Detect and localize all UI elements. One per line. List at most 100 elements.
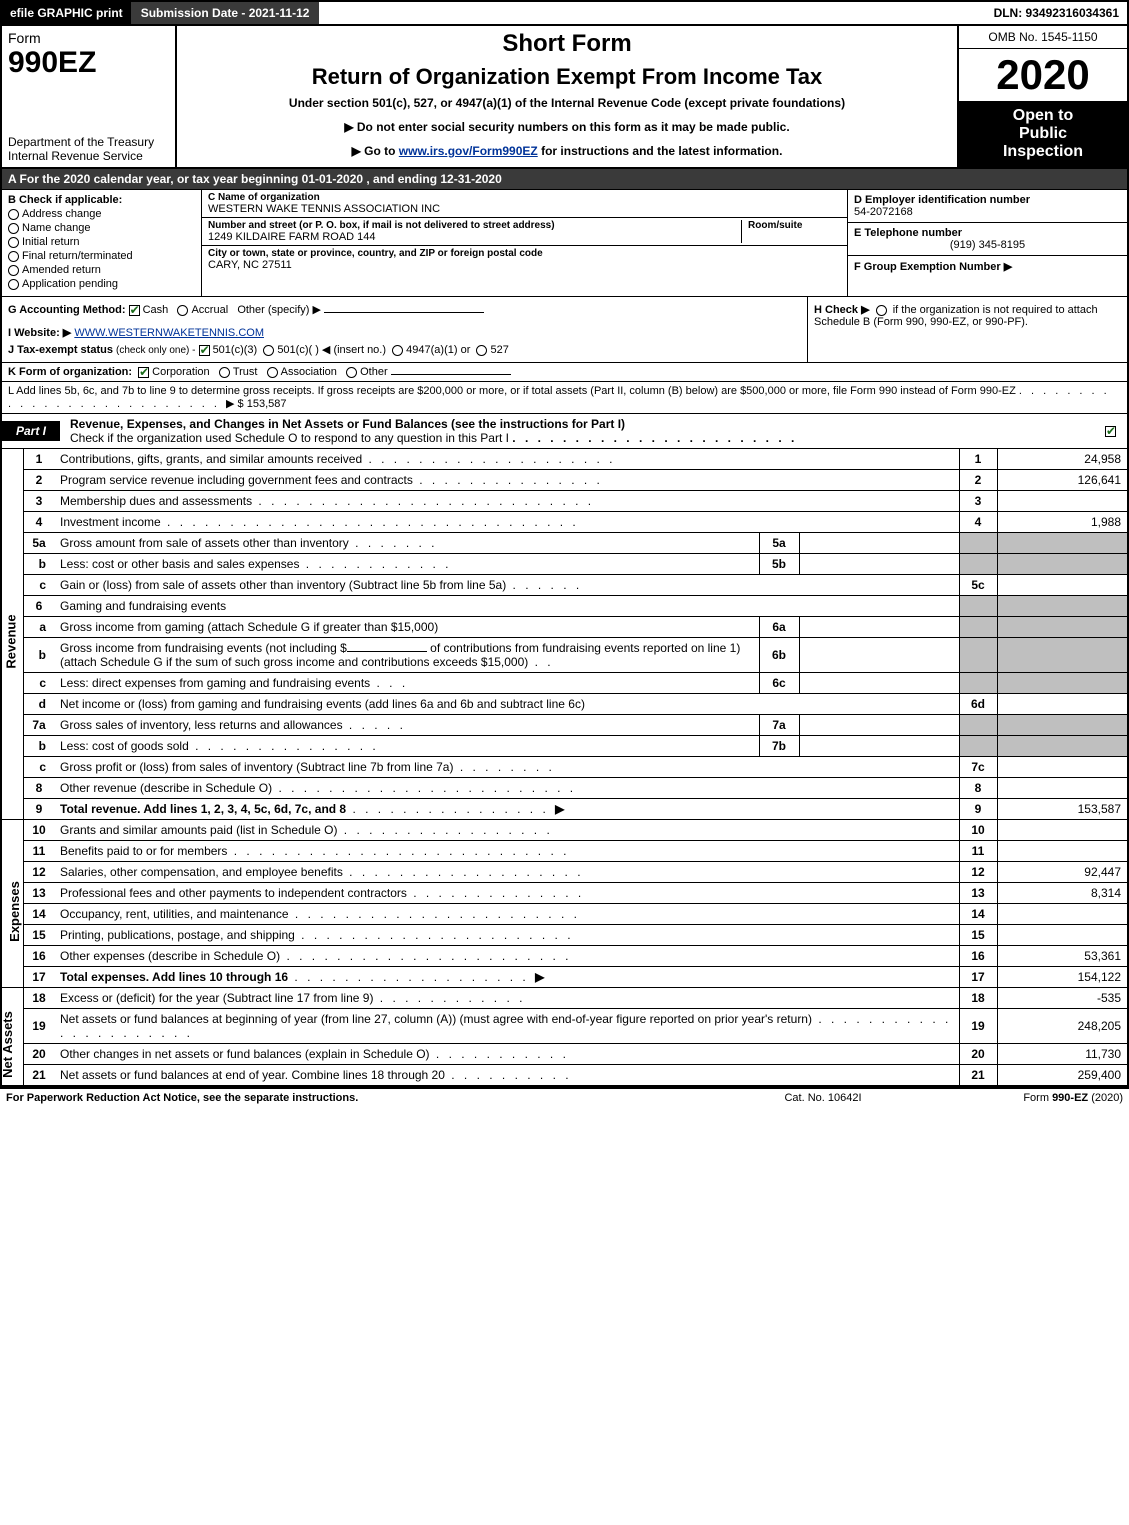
chk-name-change[interactable]: Name change bbox=[8, 222, 195, 234]
form-label: Form bbox=[8, 30, 41, 46]
org-name: WESTERN WAKE TENNIS ASSOCIATION INC bbox=[208, 203, 841, 215]
l-text: L Add lines 5b, 6c, and 7b to line 9 to … bbox=[8, 385, 1016, 397]
j-label: J Tax-exempt status bbox=[8, 344, 113, 356]
topbar-spacer bbox=[319, 2, 985, 24]
chk-accrual[interactable] bbox=[177, 305, 188, 316]
chk-cash[interactable] bbox=[129, 305, 140, 316]
dept-irs: Internal Revenue Service bbox=[8, 149, 169, 163]
line-10: 10Grants and similar amounts paid (list … bbox=[24, 820, 1127, 841]
revenue-section: Revenue 1Contributions, gifts, grants, a… bbox=[0, 449, 1129, 820]
c-name-hdr: C Name of organization bbox=[208, 192, 841, 203]
box-def: D Employer identification number 54-2072… bbox=[847, 190, 1127, 296]
k-other-blank[interactable] bbox=[391, 374, 511, 375]
form-header: Form 990EZ Department of the Treasury In… bbox=[0, 26, 1129, 169]
line-5b: bLess: cost or other basis and sales exp… bbox=[24, 554, 1127, 575]
line-6d: dNet income or (loss) from gaming and fu… bbox=[24, 694, 1127, 715]
line-13: 13Professional fees and other payments t… bbox=[24, 883, 1127, 904]
header-mid: Short Form Return of Organization Exempt… bbox=[177, 26, 957, 167]
chk-initial-return[interactable]: Initial return bbox=[8, 236, 195, 248]
submission-date: Submission Date - 2021-11-12 bbox=[131, 2, 320, 24]
irs-link[interactable]: www.irs.gov/Form990EZ bbox=[399, 144, 538, 158]
form-subtitle: Under section 501(c), 527, or 4947(a)(1)… bbox=[187, 96, 947, 110]
line-21: 21Net assets or fund balances at end of … bbox=[24, 1065, 1127, 1086]
e-phone-hdr: E Telephone number bbox=[854, 227, 1121, 239]
chk-address-change[interactable]: Address change bbox=[8, 208, 195, 220]
g-label: G Accounting Method: bbox=[8, 304, 126, 316]
website-link[interactable]: WWW.WESTERNWAKETENNIS.COM bbox=[74, 327, 264, 339]
g-other-blank[interactable] bbox=[324, 312, 484, 313]
form-number: 990EZ bbox=[8, 46, 96, 79]
box-h: H Check ▶ if the organization is not req… bbox=[807, 297, 1127, 362]
line-4: 4Investment income . . . . . . . . . . .… bbox=[24, 512, 1127, 533]
k-label: K Form of organization: bbox=[8, 366, 132, 378]
c-city-hdr: City or town, state or province, country… bbox=[208, 248, 841, 259]
dln-label: DLN: 93492316034361 bbox=[986, 2, 1127, 24]
chk-amended-return[interactable]: Amended return bbox=[8, 264, 195, 276]
line-6c: cLess: direct expenses from gaming and f… bbox=[24, 673, 1127, 694]
line-6b: bGross income from fundraising events (n… bbox=[24, 638, 1127, 673]
open-line2: Public bbox=[963, 125, 1123, 143]
note2-post: for instructions and the latest informat… bbox=[541, 144, 782, 158]
line-17: 17Total expenses. Add lines 10 through 1… bbox=[24, 967, 1127, 988]
c-street-hdr: Number and street (or P. O. box, if mail… bbox=[208, 220, 741, 231]
box-c: C Name of organization WESTERN WAKE TENN… bbox=[202, 190, 847, 296]
chk-corporation[interactable] bbox=[138, 367, 149, 378]
netassets-tab: Net Assets bbox=[2, 988, 24, 1086]
note-link-line: ▶ Go to www.irs.gov/Form990EZ for instru… bbox=[187, 144, 947, 158]
e-phone-val: (919) 345-8195 bbox=[854, 239, 1121, 251]
line-20: 20Other changes in net assets or fund ba… bbox=[24, 1044, 1127, 1065]
footer-left: For Paperwork Reduction Act Notice, see … bbox=[6, 1092, 723, 1104]
chk-application-pending[interactable]: Application pending bbox=[8, 278, 195, 290]
6b-blank[interactable] bbox=[347, 651, 427, 652]
row-k: K Form of organization: Corporation Trus… bbox=[0, 363, 1129, 382]
line-6a: aGross income from gaming (attach Schedu… bbox=[24, 617, 1127, 638]
f-group-hdr: F Group Exemption Number ▶ bbox=[854, 260, 1121, 273]
c-room-hdr: Room/suite bbox=[748, 220, 841, 231]
chk-final-return[interactable]: Final return/terminated bbox=[8, 250, 195, 262]
chk-527[interactable] bbox=[476, 345, 487, 356]
l-arrow: ▶ $ bbox=[226, 398, 244, 410]
line-2: 2Program service revenue including gover… bbox=[24, 470, 1127, 491]
line-12: 12Salaries, other compensation, and empl… bbox=[24, 862, 1127, 883]
footer-center: Cat. No. 10642I bbox=[723, 1092, 923, 1104]
part1-check[interactable] bbox=[1097, 424, 1127, 438]
chk-501c3[interactable] bbox=[199, 345, 210, 356]
line-18: 18Excess or (deficit) for the year (Subt… bbox=[24, 988, 1127, 1009]
line-7c: cGross profit or (loss) from sales of in… bbox=[24, 757, 1127, 778]
d-ein-hdr: D Employer identification number bbox=[854, 194, 1121, 206]
row-gh: G Accounting Method: Cash Accrual Other … bbox=[0, 297, 1129, 363]
expenses-tab: Expenses bbox=[2, 820, 24, 988]
line-16: 16Other expenses (describe in Schedule O… bbox=[24, 946, 1127, 967]
chk-501c[interactable] bbox=[263, 345, 274, 356]
chk-other-org[interactable] bbox=[346, 367, 357, 378]
header-right: OMB No. 1545-1150 2020 Open to Public In… bbox=[957, 26, 1127, 167]
box-g: G Accounting Method: Cash Accrual Other … bbox=[2, 297, 807, 362]
line-1: 1Contributions, gifts, grants, and simil… bbox=[24, 449, 1127, 470]
chk-4947[interactable] bbox=[392, 345, 403, 356]
efile-label[interactable]: efile GRAPHIC print bbox=[2, 2, 131, 24]
dept-treasury: Department of the Treasury bbox=[8, 135, 169, 149]
omb-number: OMB No. 1545-1150 bbox=[959, 26, 1127, 49]
open-to-public: Open to Public Inspection bbox=[959, 101, 1127, 167]
chk-h[interactable] bbox=[876, 305, 887, 316]
page-footer: For Paperwork Reduction Act Notice, see … bbox=[0, 1088, 1129, 1107]
open-line3: Inspection bbox=[963, 143, 1123, 161]
part1-sub: Check if the organization used Schedule … bbox=[70, 431, 509, 445]
open-line1: Open to bbox=[963, 107, 1123, 125]
line-5a: 5aGross amount from sale of assets other… bbox=[24, 533, 1127, 554]
l-val: 153,587 bbox=[247, 398, 287, 410]
row-bcdef: B Check if applicable: Address change Na… bbox=[0, 190, 1129, 297]
line-9: 9Total revenue. Add lines 1, 2, 3, 4, 5c… bbox=[24, 799, 1127, 820]
top-bar: efile GRAPHIC print Submission Date - 20… bbox=[0, 0, 1129, 26]
box-b-label: B Check if applicable: bbox=[8, 194, 122, 206]
line-3: 3Membership dues and assessments . . . .… bbox=[24, 491, 1127, 512]
line-7b: bLess: cost of goods sold . . . . . . . … bbox=[24, 736, 1127, 757]
j-sub: (check only one) - bbox=[116, 345, 195, 356]
chk-trust[interactable] bbox=[219, 367, 230, 378]
line-6: 6Gaming and fundraising events bbox=[24, 596, 1127, 617]
revenue-tab: Revenue bbox=[2, 449, 24, 820]
g-other: Other (specify) ▶ bbox=[237, 304, 321, 316]
line-15: 15Printing, publications, postage, and s… bbox=[24, 925, 1127, 946]
line-14: 14Occupancy, rent, utilities, and mainte… bbox=[24, 904, 1127, 925]
chk-association[interactable] bbox=[267, 367, 278, 378]
